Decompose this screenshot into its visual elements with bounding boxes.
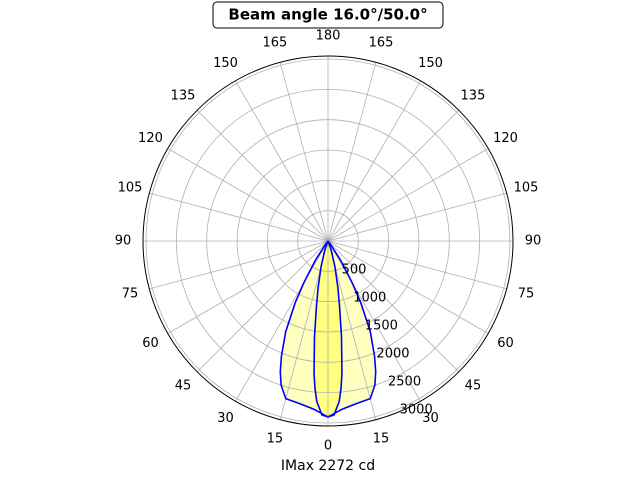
grid-spoke xyxy=(235,240,329,402)
theta-tick-label: 60 xyxy=(142,336,159,351)
grid-spoke xyxy=(327,240,489,334)
theta-tick-label: 0 xyxy=(324,439,332,454)
theta-tick-label: 30 xyxy=(422,411,439,426)
grid-spoke xyxy=(327,148,489,242)
r-tick-label: 1500 xyxy=(365,319,398,334)
theta-tick-label: 105 xyxy=(118,180,143,195)
grid-spoke xyxy=(327,62,377,242)
theta-tick-label: 45 xyxy=(175,378,192,393)
r-tick-label: 2500 xyxy=(388,375,421,390)
theta-tick-label: 180 xyxy=(316,29,341,44)
theta-tick-label: 165 xyxy=(263,35,288,50)
grid-spoke xyxy=(149,240,329,290)
x-axis-label: IMax 2272 cd xyxy=(281,458,375,474)
r-tick-label: 3000 xyxy=(400,403,433,418)
grid-spoke xyxy=(196,240,329,373)
theta-tick-label: 120 xyxy=(138,131,163,146)
chart-title: Beam angle 16.0°/50.0° xyxy=(228,6,427,24)
grid-spoke xyxy=(167,240,329,334)
r-tick-label: 2000 xyxy=(376,347,409,362)
theta-tick-label: 135 xyxy=(171,89,196,104)
grid-spoke xyxy=(167,148,329,242)
grid-spoke xyxy=(327,109,460,242)
theta-tick-label: 15 xyxy=(267,432,284,447)
theta-tick-label: 15 xyxy=(373,432,390,447)
theta-tick-label: 150 xyxy=(418,56,443,71)
grid-spoke xyxy=(196,109,329,242)
theta-tick-label: 90 xyxy=(115,234,132,249)
grid-spoke xyxy=(327,192,507,242)
theta-tick-label: 150 xyxy=(213,56,238,71)
title-box xyxy=(212,1,444,29)
outer-circle xyxy=(142,55,514,427)
grid-spoke xyxy=(235,80,329,242)
grid-spoke xyxy=(149,192,329,242)
grid-spoke xyxy=(279,62,329,242)
grid-spoke xyxy=(327,240,460,373)
theta-tick-label: 75 xyxy=(518,287,535,302)
theta-tick-label: 30 xyxy=(217,411,234,426)
grid-spoke xyxy=(327,240,507,290)
grid-spoke xyxy=(327,80,421,242)
series-line xyxy=(313,240,343,418)
theta-tick-label: 120 xyxy=(493,131,518,146)
theta-tick-label: 165 xyxy=(369,35,394,50)
r-tick-label: 500 xyxy=(342,263,367,278)
theta-tick-label: 60 xyxy=(497,336,514,351)
theta-tick-label: 45 xyxy=(465,378,482,393)
theta-tick-label: 105 xyxy=(514,180,539,195)
r-tick-label: 1000 xyxy=(353,291,386,306)
theta-tick-label: 75 xyxy=(122,287,139,302)
theta-tick-label: 135 xyxy=(461,89,486,104)
theta-tick-label: 90 xyxy=(525,234,542,249)
grid-spoke xyxy=(327,240,421,402)
